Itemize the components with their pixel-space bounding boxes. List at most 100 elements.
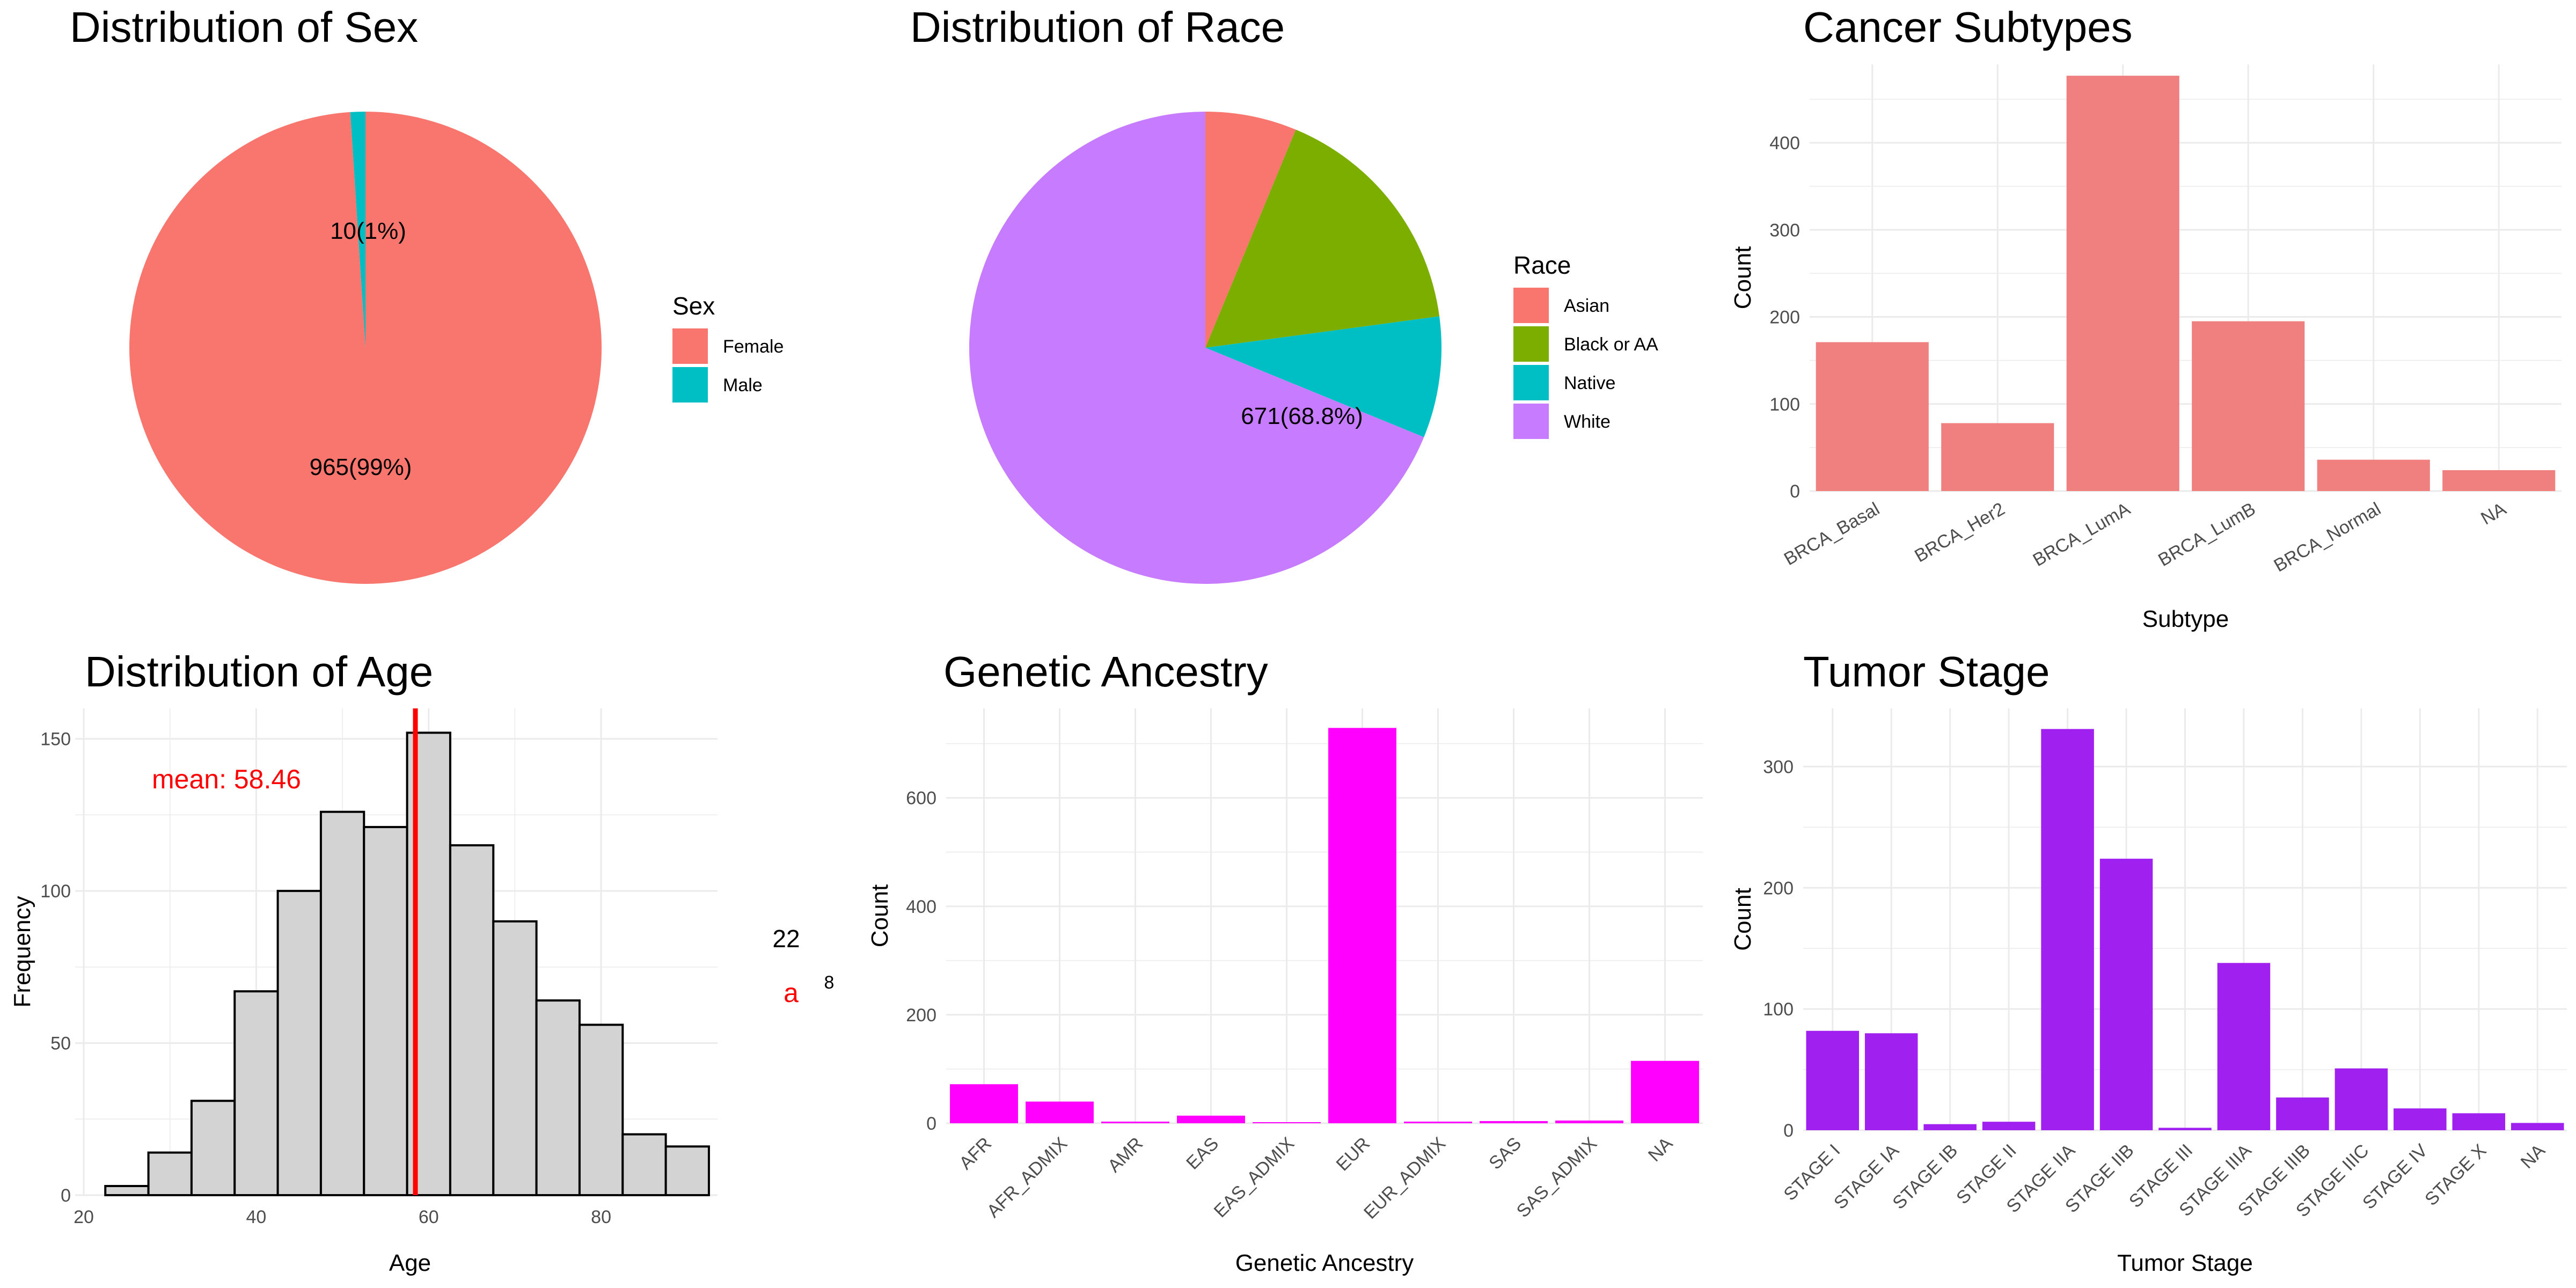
subtype-bar	[2317, 459, 2430, 491]
stray-superscript-label: 8	[824, 972, 835, 993]
race-legend-key	[1513, 288, 1549, 323]
subtype-bar	[2442, 470, 2556, 491]
stage-bar	[1864, 1033, 1918, 1130]
stage-bar	[2334, 1068, 2388, 1130]
stage-x-tick-label: STAGE IV	[2359, 1140, 2432, 1213]
sex-slice-label: 965(99%)	[310, 454, 412, 480]
subtype-y-tick-label: 0	[1790, 481, 1800, 502]
stage-x-tick-label: NA	[2517, 1140, 2549, 1173]
stage-bar	[1923, 1124, 1977, 1130]
stage-bar	[1982, 1122, 2036, 1130]
ancestry-bar	[950, 1084, 1018, 1123]
race-legend-key	[1513, 326, 1549, 362]
age-histogram-bar	[363, 826, 408, 1197]
ancestry-bar	[1555, 1120, 1623, 1123]
age-y-tick-label: 150	[40, 729, 71, 750]
subtype-y-axis-label: Count	[1730, 246, 1756, 309]
ancestry-bar	[1177, 1115, 1245, 1123]
subtype-x-tick-label: BRCA_Her2	[1911, 499, 2008, 566]
stage-bar	[2452, 1113, 2506, 1130]
race-legend-key	[1513, 404, 1549, 439]
race-pie	[969, 112, 1549, 584]
race-legend-label: Asian	[1564, 296, 1609, 316]
stage-bar-chart	[1803, 708, 2567, 1131]
sex-chart-title: Distribution of Sex	[70, 3, 418, 51]
sex-slice-female	[129, 112, 602, 584]
age-x-axis-label: Age	[389, 1250, 431, 1276]
race-legend-label: White	[1564, 412, 1611, 432]
stage-bar	[2276, 1097, 2329, 1130]
ancestry-x-tick-label: SAS_ADMIX	[1513, 1133, 1601, 1221]
race-legend-label: Black or AA	[1564, 334, 1658, 355]
race-legend-title: Race	[1513, 251, 1571, 279]
age-histogram-bar	[535, 999, 581, 1196]
ancestry-x-tick-label: SAS	[1485, 1133, 1525, 1174]
ancestry-bar	[1404, 1121, 1472, 1123]
age-histogram-bar	[233, 990, 279, 1196]
subtype-x-tick-label: BRCA_LumB	[2155, 499, 2259, 570]
subtype-bar	[1941, 423, 2054, 491]
race-legend-key	[1513, 365, 1549, 400]
age-histogram-bar	[664, 1145, 710, 1197]
race-legend-label: Native	[1564, 373, 1615, 393]
age-histogram-bar	[276, 890, 322, 1196]
ancestry-x-tick-label: AFR_ADMIX	[983, 1133, 1071, 1221]
sex-legend-label: Male	[723, 375, 763, 396]
subtype-bar	[2192, 321, 2305, 491]
ancestry-x-axis-label: Genetic Ancestry	[1235, 1250, 1414, 1276]
ancestry-bar	[1101, 1121, 1169, 1123]
age-x-tick-label: 40	[246, 1207, 266, 1227]
sex-slice-male	[350, 112, 365, 348]
race-slice-native	[1205, 316, 1441, 437]
subtype-bar-chart	[1810, 64, 2562, 492]
ancestry-x-tick-label: EUR	[1333, 1133, 1374, 1175]
stage-bar	[2099, 859, 2153, 1130]
age-histogram-bar	[449, 844, 495, 1196]
sex-legend-key	[672, 367, 708, 402]
age-histogram-bar	[621, 1133, 667, 1196]
ancestry-bar-chart	[946, 708, 1703, 1124]
stage-x-tick-label: STAGE IB	[1889, 1140, 1962, 1213]
age-histogram-bar	[492, 920, 538, 1196]
ancestry-x-tick-label: AMR	[1104, 1133, 1147, 1176]
age-y-tick-label: 100	[40, 881, 71, 902]
sex-slice-label: 10(1%)	[330, 218, 406, 244]
ancestry-y-tick-label: 600	[906, 788, 936, 809]
stage-x-axis-label: Tumor Stage	[2117, 1250, 2253, 1276]
subtype-y-tick-label: 200	[1769, 308, 1800, 328]
ancestry-y-axis-label: Count	[867, 884, 893, 947]
stray-count-label: 22	[772, 925, 800, 953]
age-histogram	[75, 708, 718, 1197]
ancestry-bar	[1026, 1101, 1094, 1123]
stage-bar	[2511, 1123, 2564, 1130]
ancestry-y-tick-label: 400	[906, 897, 936, 917]
stage-bar	[1806, 1030, 1859, 1130]
ancestry-chart-title: Genetic Ancestry	[943, 648, 1268, 696]
stage-x-tick-label: STAGE X	[2421, 1140, 2490, 1210]
subtype-bar	[2066, 76, 2179, 491]
sex-legend-title: Sex	[672, 292, 715, 320]
age-chart-title: Distribution of Age	[85, 648, 433, 696]
subtype-y-tick-label: 400	[1769, 133, 1800, 153]
stage-bar	[2394, 1108, 2447, 1130]
subtype-x-tick-label: BRCA_LumA	[2030, 499, 2134, 570]
stage-bar	[2041, 729, 2094, 1130]
ancestry-bar	[1253, 1122, 1321, 1123]
subtype-x-tick-label: NA	[2477, 499, 2509, 529]
ancestry-x-tick-label: EAS	[1182, 1133, 1223, 1174]
subtype-x-axis-label: Subtype	[2142, 606, 2229, 632]
sex-legend-key	[672, 328, 708, 364]
age-x-tick-label: 20	[74, 1207, 94, 1227]
age-y-tick-label: 0	[61, 1185, 71, 1206]
age-y-axis-label: Frequency	[9, 896, 35, 1008]
stage-y-axis-label: Count	[1730, 888, 1756, 950]
ancestry-x-tick-label: NA	[1644, 1133, 1677, 1166]
subtype-x-tick-label: BRCA_Basal	[1781, 499, 1883, 569]
age-x-tick-label: 60	[419, 1207, 439, 1227]
age-histogram-bar	[147, 1151, 193, 1196]
stage-y-tick-label: 300	[1763, 757, 1794, 777]
sex-legend-label: Female	[723, 336, 784, 357]
age-histogram-bar	[104, 1184, 150, 1196]
race-slice-asian	[1205, 112, 1296, 348]
